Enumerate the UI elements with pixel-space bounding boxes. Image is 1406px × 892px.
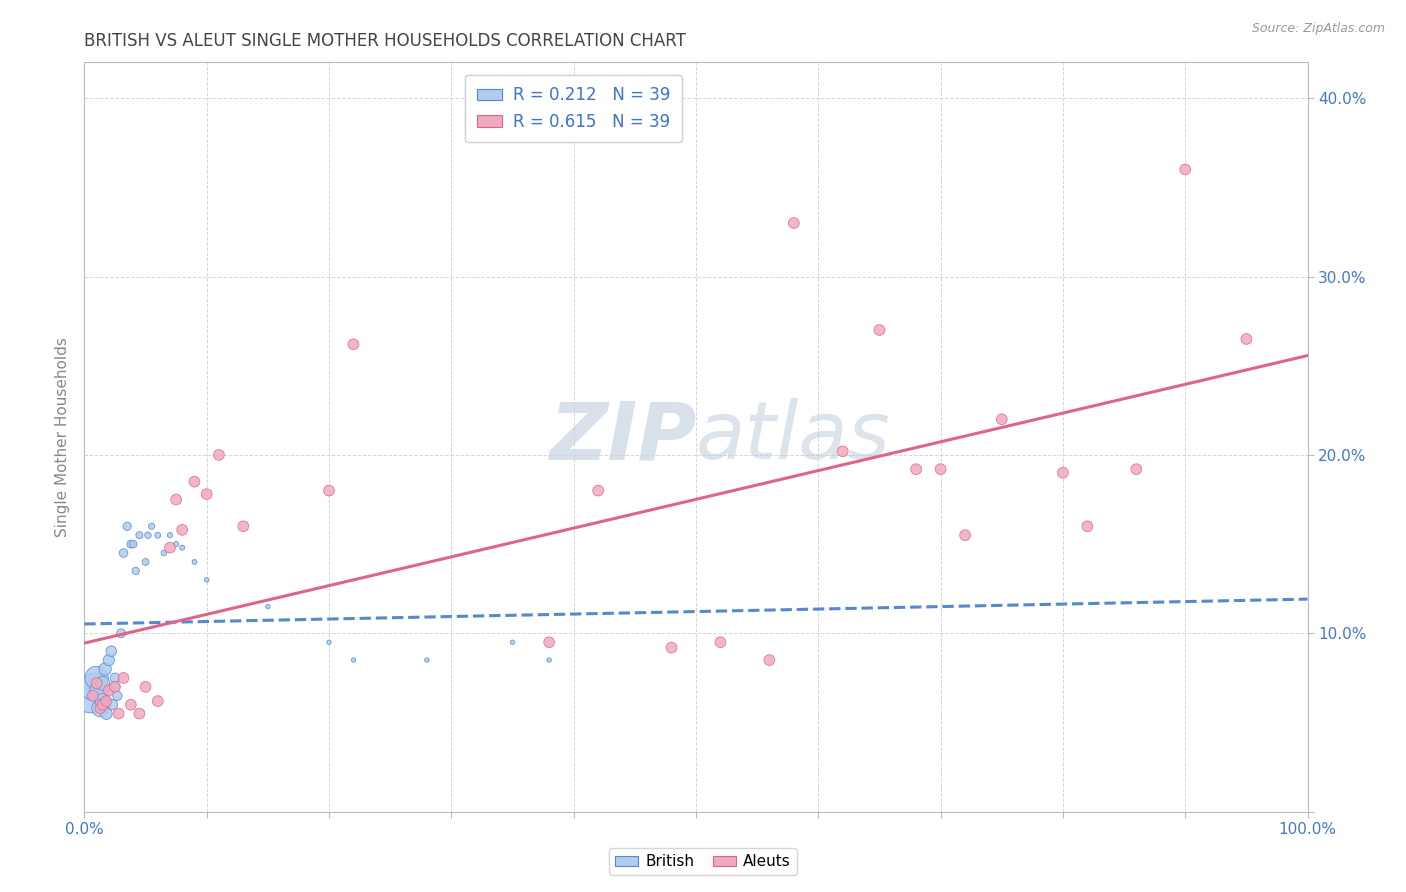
Point xyxy=(104,680,127,694)
Point xyxy=(97,653,120,667)
Point xyxy=(105,689,128,703)
Point xyxy=(100,644,122,658)
Point xyxy=(120,537,142,551)
Point xyxy=(112,671,135,685)
Point xyxy=(183,555,205,569)
Point xyxy=(83,680,105,694)
Point xyxy=(101,698,124,712)
Point xyxy=(342,653,364,667)
Point xyxy=(136,528,159,542)
Point xyxy=(146,694,169,708)
Point xyxy=(905,462,928,476)
Point xyxy=(128,706,150,721)
Point xyxy=(869,323,891,337)
Point xyxy=(135,680,157,694)
Point xyxy=(208,448,231,462)
Point xyxy=(91,698,114,712)
Point xyxy=(82,689,104,703)
Point xyxy=(165,492,187,507)
Point xyxy=(538,653,561,667)
Text: Source: ZipAtlas.com: Source: ZipAtlas.com xyxy=(1251,22,1385,36)
Point xyxy=(342,337,364,351)
Point xyxy=(115,519,138,533)
Point xyxy=(953,528,976,542)
Point xyxy=(93,698,115,712)
Point xyxy=(232,519,254,533)
Point xyxy=(1174,162,1197,177)
Point xyxy=(94,662,117,676)
Point xyxy=(141,519,163,533)
Point xyxy=(97,683,120,698)
Point xyxy=(758,653,780,667)
Point xyxy=(929,462,952,476)
Point xyxy=(172,523,194,537)
Text: atlas: atlas xyxy=(696,398,891,476)
Point xyxy=(153,546,176,560)
Text: BRITISH VS ALEUT SINGLE MOTHER HOUSEHOLDS CORRELATION CHART: BRITISH VS ALEUT SINGLE MOTHER HOUSEHOLD… xyxy=(84,32,686,50)
Point xyxy=(96,706,118,721)
Point xyxy=(416,653,439,667)
Point xyxy=(79,689,101,703)
Point xyxy=(1125,462,1147,476)
Point xyxy=(107,706,129,721)
Point xyxy=(831,444,853,458)
Point xyxy=(89,701,111,715)
Point xyxy=(991,412,1014,426)
Point xyxy=(146,528,169,542)
Point xyxy=(86,676,108,690)
Point xyxy=(159,528,181,542)
Point xyxy=(91,676,114,690)
Text: ZIP: ZIP xyxy=(548,398,696,476)
Point xyxy=(538,635,561,649)
Point xyxy=(96,694,118,708)
Point xyxy=(318,483,340,498)
Point xyxy=(1052,466,1074,480)
Point xyxy=(586,483,609,498)
Point xyxy=(110,626,132,640)
Legend: R = 0.212   N = 39, R = 0.615   N = 39: R = 0.212 N = 39, R = 0.615 N = 39 xyxy=(465,75,682,142)
Legend: British, Aleuts: British, Aleuts xyxy=(609,848,797,875)
Point xyxy=(1076,519,1098,533)
Point xyxy=(159,541,181,555)
Point xyxy=(1236,332,1258,346)
Point xyxy=(87,683,110,698)
Point xyxy=(104,671,127,685)
Point xyxy=(783,216,806,230)
Y-axis label: Single Mother Households: Single Mother Households xyxy=(55,337,70,537)
Point xyxy=(661,640,683,655)
Point xyxy=(125,564,148,578)
Point xyxy=(502,635,524,649)
Point xyxy=(91,694,114,708)
Point xyxy=(195,573,218,587)
Point xyxy=(128,528,150,542)
Point xyxy=(257,599,280,614)
Point xyxy=(195,487,218,501)
Point xyxy=(709,635,731,649)
Point xyxy=(135,555,157,569)
Point xyxy=(86,671,108,685)
Point xyxy=(112,546,135,560)
Point xyxy=(89,701,111,715)
Point xyxy=(104,680,127,694)
Point xyxy=(122,537,145,551)
Point xyxy=(120,698,142,712)
Point xyxy=(183,475,205,489)
Point xyxy=(165,537,187,551)
Point xyxy=(172,541,194,555)
Point xyxy=(318,635,340,649)
